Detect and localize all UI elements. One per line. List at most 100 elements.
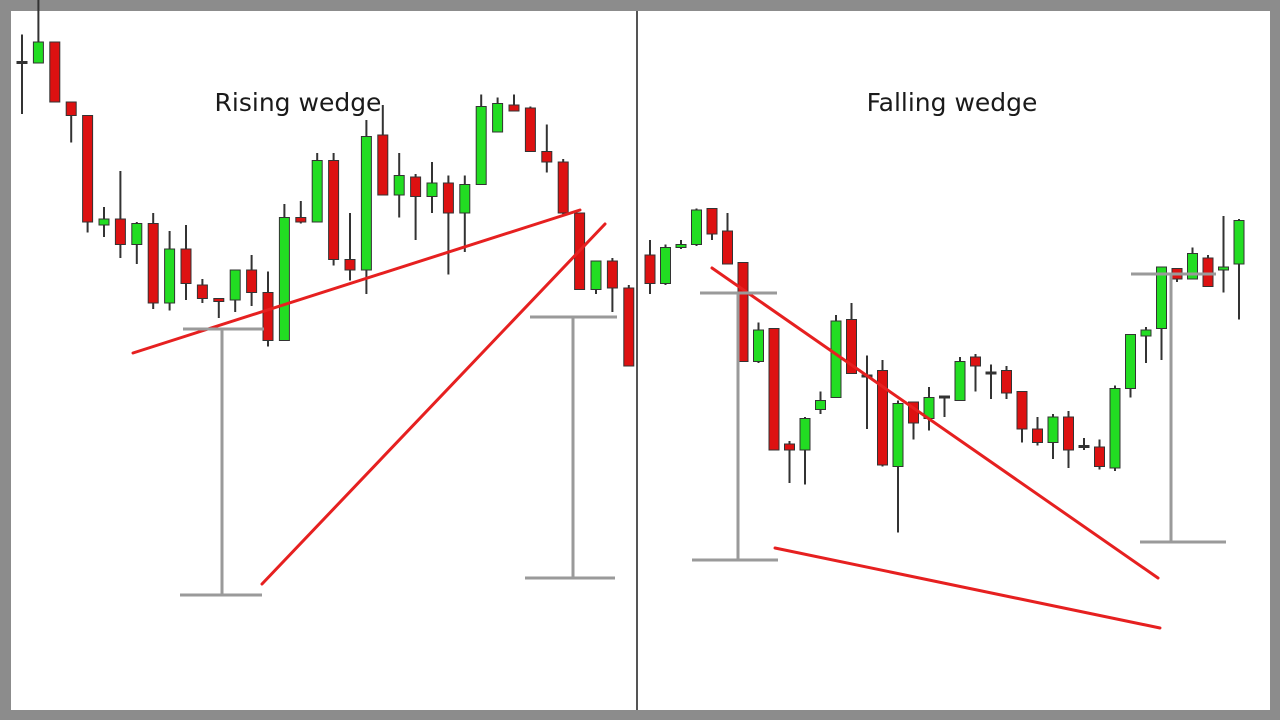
falling-candle (768, 328, 780, 451)
falling-candle (706, 208, 718, 240)
falling-candle-body (1233, 220, 1245, 265)
falling-candle (815, 391, 826, 414)
rising-candle-body (16, 61, 28, 64)
rising-candle-body (360, 136, 372, 271)
rising-candle (328, 153, 340, 266)
falling-wedge-lower-trendline (773, 546, 1162, 630)
rising-candle-body (623, 287, 635, 367)
rising-candle-body (492, 103, 504, 133)
rising-candle-body (147, 223, 159, 304)
falling-candle-body (799, 418, 811, 451)
falling-candle-body (1202, 257, 1214, 287)
rising-candle (311, 153, 323, 223)
falling-candle (892, 400, 904, 533)
falling-candle-body (985, 371, 997, 375)
rising-candle (426, 162, 438, 213)
rising-candle-body (98, 218, 110, 226)
falling-candle (675, 240, 687, 249)
rising-candle-body (180, 248, 192, 284)
rising-candle-body (442, 182, 454, 214)
rising-candle-body (262, 292, 274, 341)
rising-candle-body (65, 101, 77, 116)
rising-candle (65, 101, 77, 143)
falling-candle-body (954, 361, 966, 401)
falling-candle-body (768, 328, 780, 451)
rising-candle-body (557, 161, 569, 214)
falling-candle-body (1094, 446, 1105, 467)
falling-candle-body (691, 209, 702, 245)
rising-candle-body (426, 182, 438, 197)
rising-candle-body (246, 269, 258, 293)
falling-candle (722, 213, 733, 265)
falling-candle-body (1140, 329, 1152, 337)
falling-candle (1202, 255, 1214, 287)
falling-candle (660, 244, 671, 285)
rising-candle (344, 213, 356, 281)
falling-candle-body (1047, 416, 1059, 443)
falling-candle (1109, 385, 1121, 471)
rising-candle-body (393, 175, 405, 196)
rising-candle-body (32, 41, 44, 64)
falling-candle-body (1187, 253, 1198, 280)
rising-candle (606, 258, 618, 312)
rising-candle (32, 0, 44, 64)
rising-wedge-panel: Rising wedge (11, 0, 651, 710)
rising-candle (492, 97, 504, 133)
falling-candle (1156, 266, 1167, 360)
rising-candle (295, 201, 307, 224)
rising-candle (393, 153, 405, 218)
falling-candle (644, 240, 656, 294)
rising-candle (442, 175, 454, 275)
rising-candle-body (311, 160, 323, 223)
rising-candle-body (328, 160, 340, 260)
falling-candle-body (1218, 266, 1229, 271)
rising-candle-body (49, 41, 61, 103)
rising-wedge-title: Rising wedge (215, 88, 382, 117)
falling-candle-body (1109, 388, 1121, 469)
falling-candle (985, 364, 997, 399)
falling-candle-body (877, 370, 888, 466)
falling-candle-body (830, 320, 842, 398)
rising-candle-body (295, 217, 307, 223)
rising-candle (196, 279, 208, 303)
rising-candle-body (114, 218, 126, 245)
falling-candle (1047, 414, 1059, 459)
rising-candle-body (229, 269, 241, 301)
rising-candle-body (82, 115, 94, 223)
rising-candle-body (475, 106, 487, 185)
falling-candle-body (1125, 334, 1136, 389)
falling-candle-body (815, 400, 826, 410)
falling-candle (877, 360, 888, 467)
falling-candle (691, 208, 702, 246)
falling-candle (1125, 334, 1136, 398)
rising-wedge-lower-trendline (260, 222, 607, 586)
falling-candle-body (644, 254, 656, 284)
rising-candle (114, 171, 126, 258)
falling-candle-body (1078, 445, 1090, 448)
falling-candle-body (939, 395, 950, 399)
rising-candle (229, 269, 241, 312)
rising-candle (16, 34, 28, 114)
falling-candle (970, 354, 981, 392)
rising-candle (147, 213, 159, 309)
rising-candle (541, 124, 553, 173)
rising-candle (459, 175, 471, 252)
rising-candle (246, 255, 258, 306)
rising-candle (131, 222, 143, 264)
falling-candle (753, 322, 764, 363)
rising-candle (557, 159, 569, 215)
falling-candle (784, 441, 795, 483)
falling-candle-body (753, 329, 764, 362)
rising-candle (49, 41, 61, 103)
panel-divider (636, 11, 638, 710)
rising-candle (360, 120, 372, 294)
rising-candle (508, 94, 520, 112)
falling-wedge-panel: Falling wedge (638, 11, 1270, 710)
falling-wedge-upper-trendline (710, 266, 1160, 580)
falling-candle-body (1016, 391, 1028, 430)
falling-candle (1032, 417, 1043, 446)
falling-candle-body (660, 247, 671, 284)
rising-candle-body (377, 134, 389, 196)
rising-candle-body (213, 298, 225, 302)
